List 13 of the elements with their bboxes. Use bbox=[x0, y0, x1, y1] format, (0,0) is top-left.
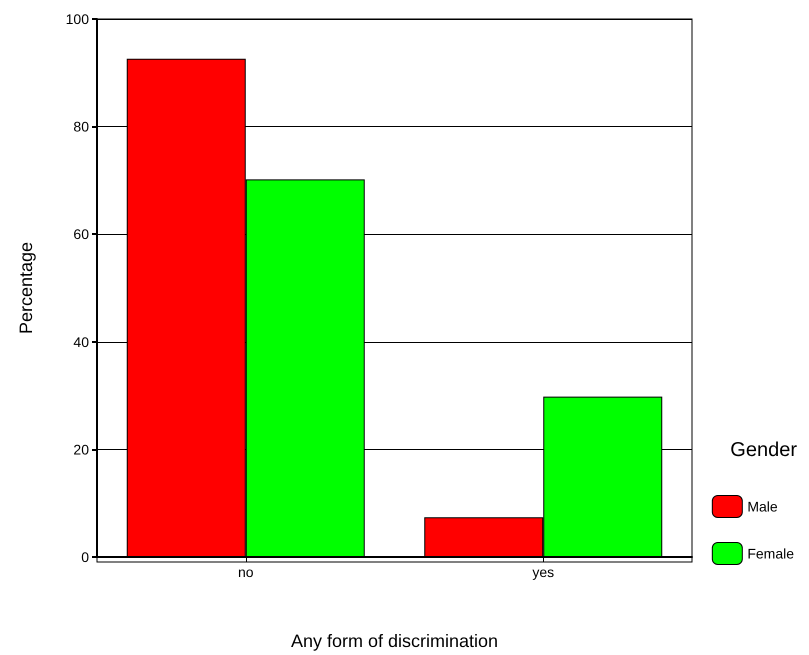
legend-label: Male bbox=[747, 498, 778, 514]
y-tick-label: 0 bbox=[81, 549, 90, 565]
x-tick-label: yes bbox=[532, 564, 554, 580]
legend-label: Female bbox=[747, 546, 794, 562]
x-tick-label: no bbox=[238, 564, 254, 580]
y-tick-label: 80 bbox=[73, 118, 90, 135]
y-tick-label: 100 bbox=[66, 11, 90, 27]
legend-title: Gender bbox=[730, 439, 798, 461]
y-tick-label: 40 bbox=[73, 334, 90, 350]
y-tick-label: 60 bbox=[73, 226, 90, 242]
x-axis-title: Any form of discrimination bbox=[290, 631, 498, 651]
y-axis-title: Percentage bbox=[16, 242, 36, 334]
y-tick-label: 20 bbox=[73, 441, 90, 458]
